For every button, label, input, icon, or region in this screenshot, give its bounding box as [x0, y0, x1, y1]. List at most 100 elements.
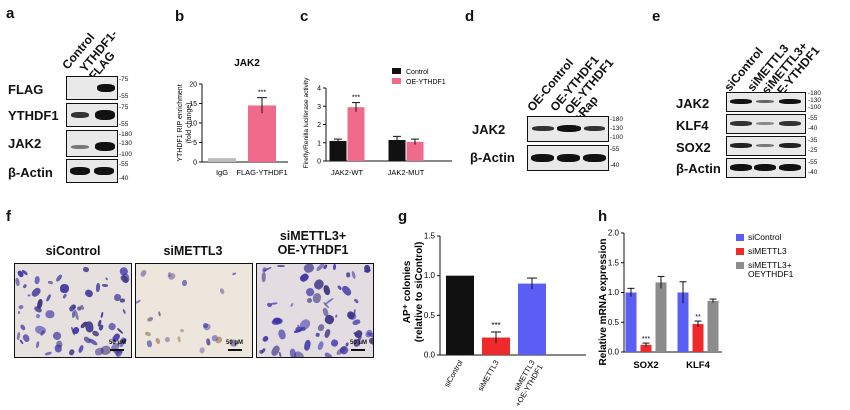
stain-spot: [47, 280, 53, 284]
stain-spot: [202, 323, 212, 332]
band: [97, 84, 115, 92]
micrograph-title-simettl3-oe-ythdf1: siMETTL3+ OE-YTHDF1: [277, 229, 349, 257]
stain-spot: [278, 351, 282, 357]
blot-klf4: [726, 114, 806, 134]
stain-spot: [62, 293, 68, 300]
stain-spot: [88, 337, 99, 347]
y-tick-label: 0: [193, 160, 197, 167]
chart-g: 0.0 0.5 1.0 1.5AP⁺ colonies(relative to siC…: [402, 232, 586, 408]
micrograph-sicontrol: [14, 263, 132, 358]
stain-spot: [179, 328, 184, 333]
y-axis-label: YTHDF1 RIP enrichment (fold change): [177, 84, 193, 161]
mw-marker: -55: [808, 159, 818, 166]
mw-marker: -130: [119, 140, 133, 147]
stain-spot: [27, 293, 31, 297]
bar: [655, 282, 667, 352]
significance-label: ***: [352, 95, 360, 102]
band: [756, 144, 774, 147]
stain-spot: [139, 269, 148, 278]
x-tick-label: siControl: [442, 358, 465, 388]
y-tick-label: 0.5: [424, 311, 436, 320]
stain-spot: [316, 323, 325, 333]
band: [730, 143, 752, 148]
stain-spot: [145, 339, 153, 347]
row-label-flag: FLAG: [8, 82, 44, 97]
stain-spot: [332, 264, 337, 271]
scale-bar-label: 50 μM: [350, 340, 368, 346]
bar: [208, 158, 236, 162]
row-label-beta-actin: β-Actin: [8, 165, 53, 180]
blot-jak2: [527, 116, 609, 142]
band: [779, 99, 801, 104]
stain-spot: [177, 336, 181, 344]
bar: [707, 300, 719, 352]
band: [779, 121, 801, 126]
micrograph-simettl3: [135, 263, 253, 358]
stain-spot: [312, 292, 323, 304]
mw-marker: -55: [119, 93, 129, 100]
blot-ythdf1: [66, 103, 118, 127]
stain-spot: [15, 277, 20, 287]
stain-spot: [107, 321, 117, 331]
mw-marker: -100: [808, 104, 822, 111]
stain-spot: [18, 311, 21, 314]
stain-spot: [163, 336, 171, 343]
stain-spot: [82, 266, 90, 273]
stain-spot: [45, 293, 53, 303]
stain-spot: [323, 264, 329, 270]
x-tick-label: IgG: [216, 168, 228, 177]
band: [756, 100, 774, 103]
x-tick-label: SOX2: [633, 360, 658, 371]
band: [730, 164, 752, 171]
stain-spot: [323, 351, 334, 357]
stain-spot: [276, 264, 286, 268]
y-tick-label: 4: [317, 86, 321, 93]
y-tick-label: 1.5: [424, 232, 436, 241]
band: [730, 99, 752, 104]
stain-spot: [156, 311, 161, 317]
mw-marker: -130: [808, 97, 822, 104]
stain-spot: [73, 309, 80, 321]
stain-spot: [316, 340, 325, 351]
band: [71, 112, 89, 118]
stain-spot: [346, 272, 351, 278]
y-tick-label: 1: [317, 140, 321, 147]
mw-marker: -40: [610, 162, 620, 169]
y-tick-label: 15: [189, 101, 197, 108]
chart-b: 0 5 10 15 20 JAK2 YTHDF1 RIP enrichment (fold c…: [177, 58, 288, 177]
micrograph-simettl3-oe-ythdf1: [256, 263, 374, 358]
mw-marker: -180: [119, 131, 133, 138]
y-tick-label: 10: [189, 121, 197, 128]
row-label-klf4: KLF4: [676, 118, 709, 133]
significance-label: ***: [491, 321, 500, 330]
x-tick-label: KLF4: [686, 360, 710, 371]
stain-spot: [84, 320, 94, 333]
stain-spot: [330, 338, 340, 349]
stain-spot: [45, 310, 55, 319]
scale-bar-label: 50 μM: [226, 340, 244, 346]
y-axis-label: Relative mRNA expression: [598, 239, 609, 366]
band: [730, 121, 752, 126]
x-tick-label: JAK2-WT: [331, 168, 364, 177]
mw-marker: -75: [119, 104, 129, 111]
mw-marker: -40: [808, 169, 818, 176]
blot-beta-actin: [66, 159, 118, 183]
stain-spot: [340, 284, 353, 298]
stain-spot: [231, 271, 237, 276]
blot-beta-actin: [527, 145, 609, 171]
legend-label: siControl: [748, 232, 782, 242]
chart-c: 0 1 2 3 4 Firefly/Renilla luciferase activity…: [303, 68, 452, 177]
stain-spot: [298, 272, 310, 283]
y-axis-label: Firefly/Renilla luciferase activity: [303, 77, 310, 168]
legend-swatch: [392, 68, 401, 74]
stain-spot: [17, 304, 24, 310]
legend-swatch: [392, 78, 401, 84]
band: [94, 167, 114, 175]
mw-marker: -100: [119, 151, 133, 158]
band: [754, 164, 776, 171]
y-tick-label: 0.0: [608, 348, 620, 357]
mw-marker: -180: [808, 90, 822, 97]
stain-spot: [101, 284, 109, 288]
legend-swatch: [736, 262, 744, 269]
significance-label: ***: [258, 90, 266, 97]
